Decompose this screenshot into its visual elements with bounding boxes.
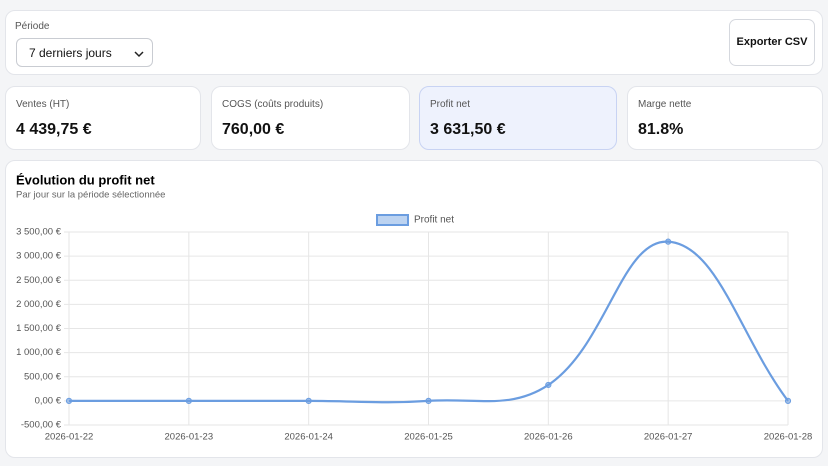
- y-tick-label: 0,00 €: [35, 395, 62, 406]
- kpi-value: 760,00 €: [222, 121, 285, 138]
- period-select[interactable]: 7 derniers jours: [16, 38, 153, 67]
- kpi-value: 4 439,75 €: [16, 121, 92, 138]
- line: [69, 240, 789, 404]
- kpi-label: COGS (coûts produits): [222, 99, 324, 110]
- point: [545, 381, 552, 389]
- x-tick-label: 2026-01-26: [524, 432, 573, 443]
- kpi-label: Profit net: [430, 99, 471, 110]
- kpi-card: Marge nette 81.8%: [627, 86, 823, 150]
- chart-card: [5, 160, 823, 458]
- y-tick-label: 500,00 €: [24, 371, 62, 382]
- kpi-value: 3 631,50 €: [430, 121, 506, 138]
- y-tick-label: 1 000,00 €: [16, 347, 62, 358]
- x-tick-label: 2026-01-22: [45, 432, 94, 443]
- point: [305, 397, 312, 404]
- point: [784, 397, 792, 404]
- y-tick-label: 3 500,00 €: [16, 227, 62, 238]
- point: [185, 397, 192, 404]
- x-tick-label: 2026-01-23: [165, 432, 214, 443]
- kpi-card: Profit net 3 631,50 €: [419, 86, 617, 150]
- kpi-label: Marge nette: [638, 99, 692, 110]
- kpi-value: 81.8%: [638, 121, 684, 138]
- x-tick-label: 2026-01-25: [404, 432, 453, 443]
- chevron: [134, 51, 144, 58]
- filter-bar: Période 7 derniers jours: [5, 10, 823, 75]
- y-tick-label: 3 000,00 €: [16, 251, 62, 262]
- point: [665, 238, 672, 245]
- x-tick-label: 2026-01-28: [764, 432, 813, 443]
- y-tick-label: 1 500,00 €: [16, 323, 62, 334]
- y-tick-label: 2 000,00 €: [16, 299, 62, 310]
- chart-title: Évolution du profit net: [16, 172, 155, 187]
- legend-swatch: [376, 214, 409, 226]
- chart-subtitle: Par jour sur la période sélectionnée: [16, 190, 165, 201]
- export-button[interactable]: Exporter CSV: [729, 19, 815, 66]
- period-value: 7 derniers jours: [29, 46, 112, 60]
- x-tick-label: 2026-01-27: [644, 432, 693, 443]
- y-tick-label: 2 500,00 €: [16, 275, 62, 286]
- point: [425, 397, 432, 404]
- point: [65, 397, 73, 404]
- kpi-card: Ventes (HT) 4 439,75 €: [5, 86, 201, 150]
- kpi-card: COGS (coûts produits) 760,00 €: [211, 86, 410, 150]
- y-tick-label: -500,00 €: [21, 420, 62, 431]
- period-label: Période: [15, 21, 50, 32]
- kpi-label: Ventes (HT): [16, 99, 70, 110]
- legend-label: Profit net: [414, 215, 454, 226]
- x-tick-label: 2026-01-24: [284, 432, 333, 443]
